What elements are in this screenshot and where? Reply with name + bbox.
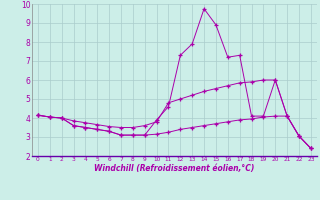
- X-axis label: Windchill (Refroidissement éolien,°C): Windchill (Refroidissement éolien,°C): [94, 164, 255, 173]
